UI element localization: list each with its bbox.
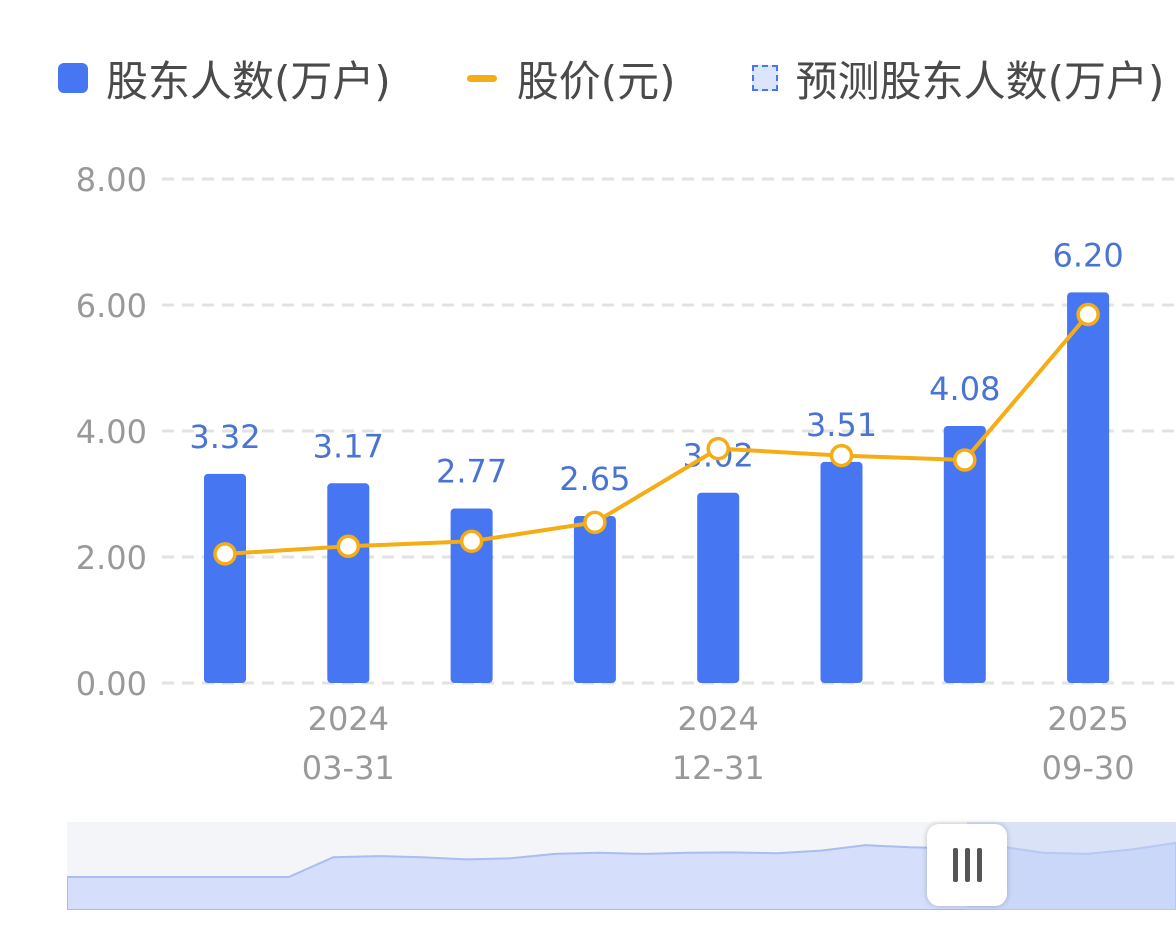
bar-value-label: 2.65: [559, 460, 630, 498]
bar: [943, 425, 986, 683]
bar-swatch-icon: [58, 63, 88, 93]
legend-item-shareholders[interactable]: 股东人数(万户): [58, 48, 391, 109]
bar-value-label: 3.17: [313, 427, 384, 465]
price-point: [583, 510, 607, 535]
grip-icon: [952, 848, 982, 882]
price-point: [336, 534, 361, 559]
legend-item-forecast[interactable]: 预测股东人数(万户): [751, 48, 1165, 109]
x-tick-label-year: 2024: [308, 700, 389, 738]
bar: [1067, 292, 1110, 683]
bar: [204, 473, 246, 683]
price-point: [459, 529, 484, 553]
y-tick-label: 8.00: [76, 161, 147, 199]
y-tick-label: 2.00: [76, 539, 147, 577]
price-point: [213, 542, 237, 566]
dashed-square-swatch-icon: [751, 65, 778, 91]
bar: [450, 508, 493, 683]
bar-value-label: 4.08: [929, 370, 1000, 408]
y-tick-label: 6.00: [76, 287, 147, 325]
bar: [327, 483, 370, 683]
x-tick-label-date: 12-31: [672, 749, 765, 787]
y-tick-label: 4.00: [76, 413, 147, 451]
price-point: [953, 448, 977, 472]
y-tick-label: 0.00: [76, 665, 147, 703]
bar-value-label: 2.77: [436, 452, 507, 490]
bar-value-label: 3.32: [189, 418, 260, 456]
x-tick-label-year: 2025: [1047, 700, 1128, 738]
chart-legend: 股东人数(万户) 股价(元) 预测股东人数(万户): [58, 48, 1164, 108]
bar-value-label: 6.20: [1052, 236, 1123, 274]
line-swatch-icon: [466, 74, 497, 82]
legend-item-price[interactable]: 股价(元): [466, 48, 676, 109]
bar: [697, 492, 740, 683]
bar: [573, 516, 616, 683]
navigator-handle[interactable]: [927, 824, 1007, 906]
x-tick-label-date: 09-30: [1042, 749, 1135, 787]
price-point: [1076, 302, 1100, 327]
price-point: [706, 436, 730, 461]
legend-label-price: 股价(元): [516, 56, 676, 106]
price-line: [224, 313, 1090, 556]
bar: [820, 461, 863, 683]
x-tick-label-year: 2024: [677, 700, 758, 738]
combo-chart: 0.002.004.006.008.003.323.172.772.653.02…: [76, 161, 1176, 787]
legend-label-shareholders: 股东人数(万户): [106, 56, 391, 106]
legend-label-forecast: 预测股东人数(万户): [795, 56, 1165, 106]
range-navigator[interactable]: [67, 822, 1176, 910]
bar-value-label: 3.51: [806, 406, 877, 444]
x-tick-label-date: 03-31: [302, 749, 395, 787]
price-point: [829, 443, 854, 468]
